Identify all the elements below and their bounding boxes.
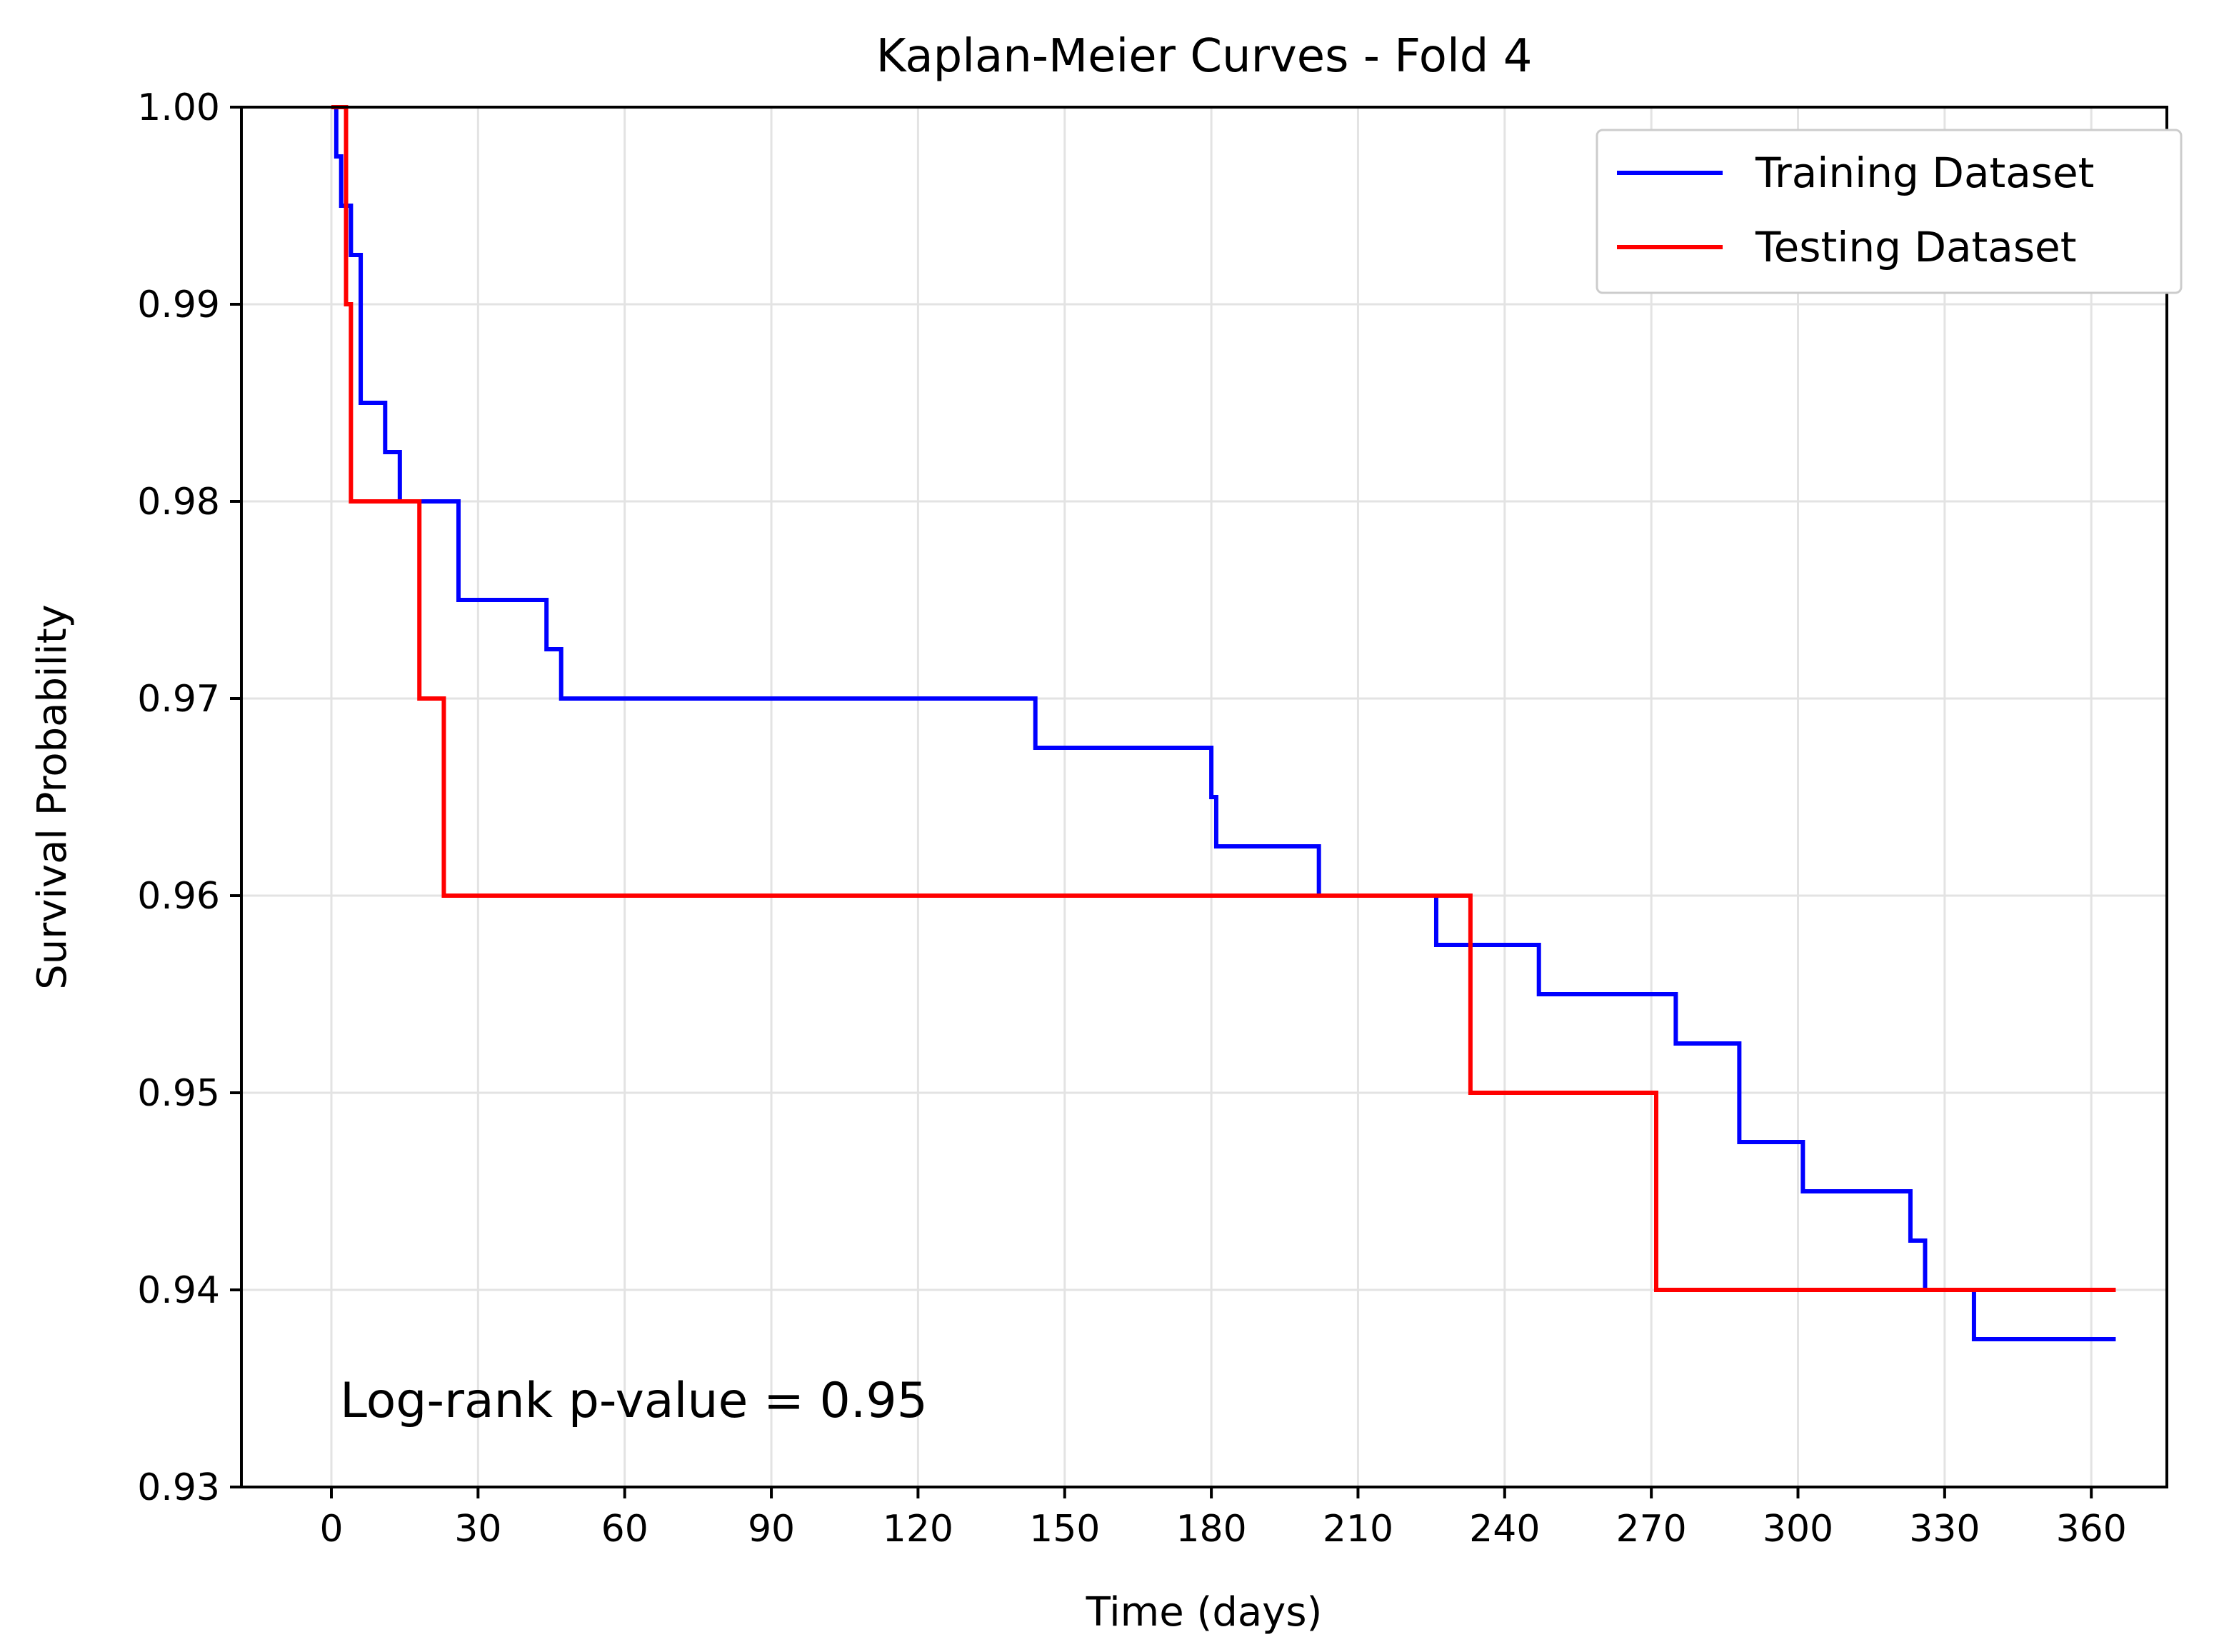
x-tick-label: 210	[1323, 1508, 1393, 1551]
x-tick-label: 60	[601, 1508, 648, 1551]
x-tick-label: 90	[748, 1508, 795, 1551]
y-tick-label: 0.95	[137, 1072, 220, 1115]
x-tick-label: 360	[2056, 1508, 2127, 1551]
training-survival-curve	[331, 105, 2116, 1341]
legend-label-testing: Testing Dataset	[1755, 223, 2076, 271]
y-tick-label: 0.96	[137, 875, 220, 918]
x-tick-label: 120	[883, 1508, 953, 1551]
legend: Training Dataset Testing Dataset	[1596, 129, 2183, 294]
testing-survival-curve	[331, 105, 2116, 1292]
x-tick-label: 330	[1909, 1508, 1980, 1551]
x-tick-label: 30	[454, 1508, 501, 1551]
y-tick-label: 0.98	[137, 481, 220, 524]
axis-ticks: 0 30 60 90 120 150 180 210 240 270 300 330 360 0.93 0.…	[137, 86, 2127, 1551]
plot-frame	[240, 106, 2168, 1488]
y-tick-label: 1.00	[137, 86, 220, 129]
log-rank-annotation: Log-rank p-value = 0.95	[340, 1373, 928, 1429]
x-tick-label: 150	[1029, 1508, 1100, 1551]
y-tick-label: 0.97	[137, 678, 220, 721]
x-tick-label: 0	[319, 1508, 343, 1551]
x-tick-label: 180	[1176, 1508, 1246, 1551]
grid-lines	[241, 106, 2167, 1488]
y-tick-label: 0.99	[137, 284, 220, 326]
series-lines	[331, 105, 2116, 1341]
legend-box	[1596, 129, 2183, 294]
y-axis-title: Survival Probability	[29, 604, 76, 990]
x-tick-label: 300	[1763, 1508, 1833, 1551]
x-tick-label: 270	[1616, 1508, 1687, 1551]
legend-label-training: Training Dataset	[1755, 149, 2094, 197]
x-tick-label: 240	[1469, 1508, 1540, 1551]
x-axis-title: Time (days)	[1086, 1589, 1323, 1636]
chart-title: Kaplan-Meier Curves - Fold 4	[876, 30, 1533, 83]
y-tick-label: 0.94	[137, 1269, 220, 1312]
y-tick-label: 0.93	[137, 1466, 220, 1509]
